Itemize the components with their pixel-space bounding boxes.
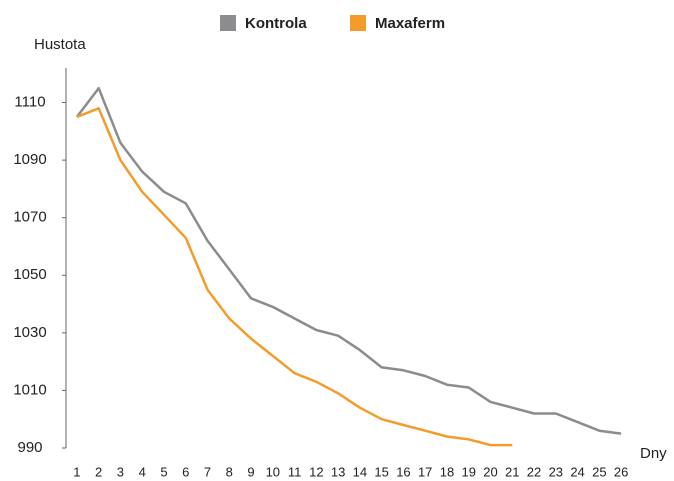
x-tick-label: 15	[374, 464, 388, 479]
legend-swatch	[220, 15, 236, 31]
x-tick-label: 11	[288, 464, 302, 479]
x-tick-label: 6	[182, 464, 189, 479]
x-tick-label: 10	[266, 464, 280, 479]
x-tick-label: 5	[160, 464, 167, 479]
y-axis-label: Hustota	[34, 36, 86, 53]
x-tick-label: 14	[353, 464, 367, 479]
legend-label: Maxaferm	[375, 15, 445, 32]
x-tick-label: 3	[117, 464, 124, 479]
x-tick-label: 25	[592, 464, 606, 479]
x-tick-label: 17	[418, 464, 432, 479]
x-tick-label: 12	[309, 464, 323, 479]
x-axis-label: Dny	[640, 445, 667, 462]
x-tick-label: 20	[483, 464, 497, 479]
x-tick-label: 19	[461, 464, 475, 479]
x-tick-label: 8	[226, 464, 233, 479]
y-tick-label: 1070	[13, 209, 46, 226]
x-tick-label: 13	[331, 464, 345, 479]
x-tick-label: 18	[440, 464, 454, 479]
line	[75, 86, 622, 435]
x-tick-label: 9	[247, 464, 254, 479]
legend-label: Kontrola	[245, 15, 307, 32]
y-tick-label: 990	[17, 439, 42, 456]
x-tick-label: 23	[549, 464, 563, 479]
x-tick-label: 16	[396, 464, 410, 479]
legend-swatch	[350, 15, 366, 31]
y-tick-label: 1030	[13, 324, 46, 341]
x-tick-label: 4	[139, 464, 146, 479]
line	[76, 107, 513, 447]
x-tick-label: 22	[527, 464, 541, 479]
y-tick-label: 1050	[13, 266, 46, 283]
x-tick-label: 24	[570, 464, 584, 479]
x-tick-label: 1	[73, 464, 80, 479]
x-tick-label: 2	[95, 464, 102, 479]
y-tick-label: 1110	[14, 94, 45, 111]
x-tick-label: 21	[505, 464, 519, 479]
y-tick-label: 1090	[13, 151, 46, 168]
x-tick-label: 26	[614, 464, 628, 479]
x-tick-label: 7	[204, 464, 211, 479]
y-tick-label: 1010	[13, 381, 46, 398]
